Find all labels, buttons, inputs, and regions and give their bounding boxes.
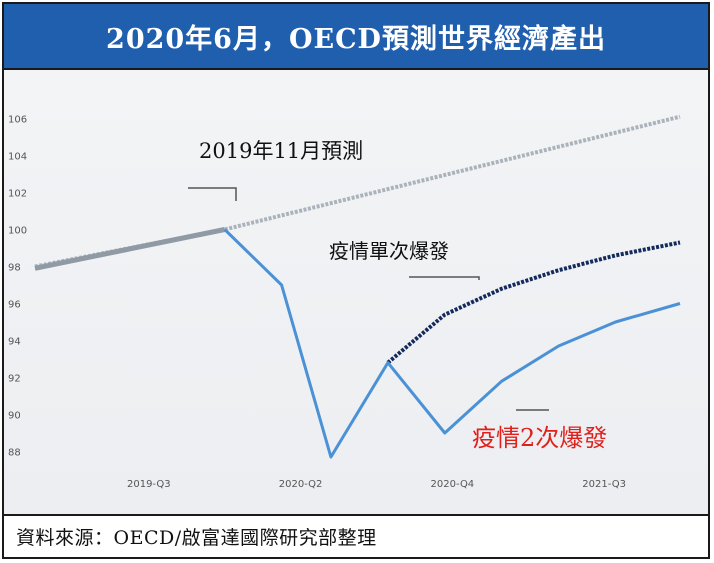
series-lines bbox=[34, 114, 681, 459]
plot-area: 88 90 92 94 96 98 100 102 104 106 2019-Q3 2020-Q2 2… bbox=[4, 70, 708, 514]
annotation-pointer bbox=[409, 276, 480, 280]
y-tick-label: 90 bbox=[8, 411, 21, 422]
y-tick-label: 98 bbox=[8, 263, 21, 274]
x-tick-label: 2021-Q3 bbox=[582, 479, 626, 490]
y-tick-label: 94 bbox=[8, 337, 21, 348]
y-tick-label: 102 bbox=[8, 189, 27, 200]
y-tick-label: 104 bbox=[8, 152, 27, 163]
y-tick-label: 96 bbox=[8, 300, 21, 311]
x-tick-label: 2020-Q2 bbox=[279, 479, 323, 490]
annotation-label: 疫情2次爆發 bbox=[472, 424, 607, 452]
source-bar: 資料來源：OECD/啟富達國際研究部整理 bbox=[4, 514, 708, 557]
title-banner: 2020年6月，OECD預測世界經濟產出 bbox=[4, 4, 708, 70]
y-tick-label: 88 bbox=[8, 448, 21, 459]
source-note: 資料來源：OECD/啟富達國際研究部整理 bbox=[16, 527, 377, 549]
annotation-pointer bbox=[188, 187, 237, 201]
annotation-label: 2019年11月預測 bbox=[199, 139, 363, 163]
y-tick-label: 100 bbox=[8, 226, 27, 237]
chart-title: 2020年6月，OECD預測世界經濟產出 bbox=[106, 23, 606, 55]
series-line-2 bbox=[386, 240, 681, 365]
x-tick-label: 2020-Q4 bbox=[431, 479, 475, 490]
x-tick-label: 2019-Q3 bbox=[127, 479, 171, 490]
y-tick-label: 106 bbox=[8, 115, 27, 126]
y-axis: 88 90 92 94 96 98 100 102 104 106 bbox=[8, 115, 27, 459]
annotation-label: 疫情單次爆發 bbox=[329, 239, 449, 263]
series-line-1 bbox=[34, 227, 226, 271]
series-line-3 bbox=[223, 228, 681, 459]
y-tick-label: 92 bbox=[8, 374, 21, 385]
x-axis: 2019-Q3 2020-Q2 2020-Q4 2021-Q3 bbox=[127, 479, 626, 490]
